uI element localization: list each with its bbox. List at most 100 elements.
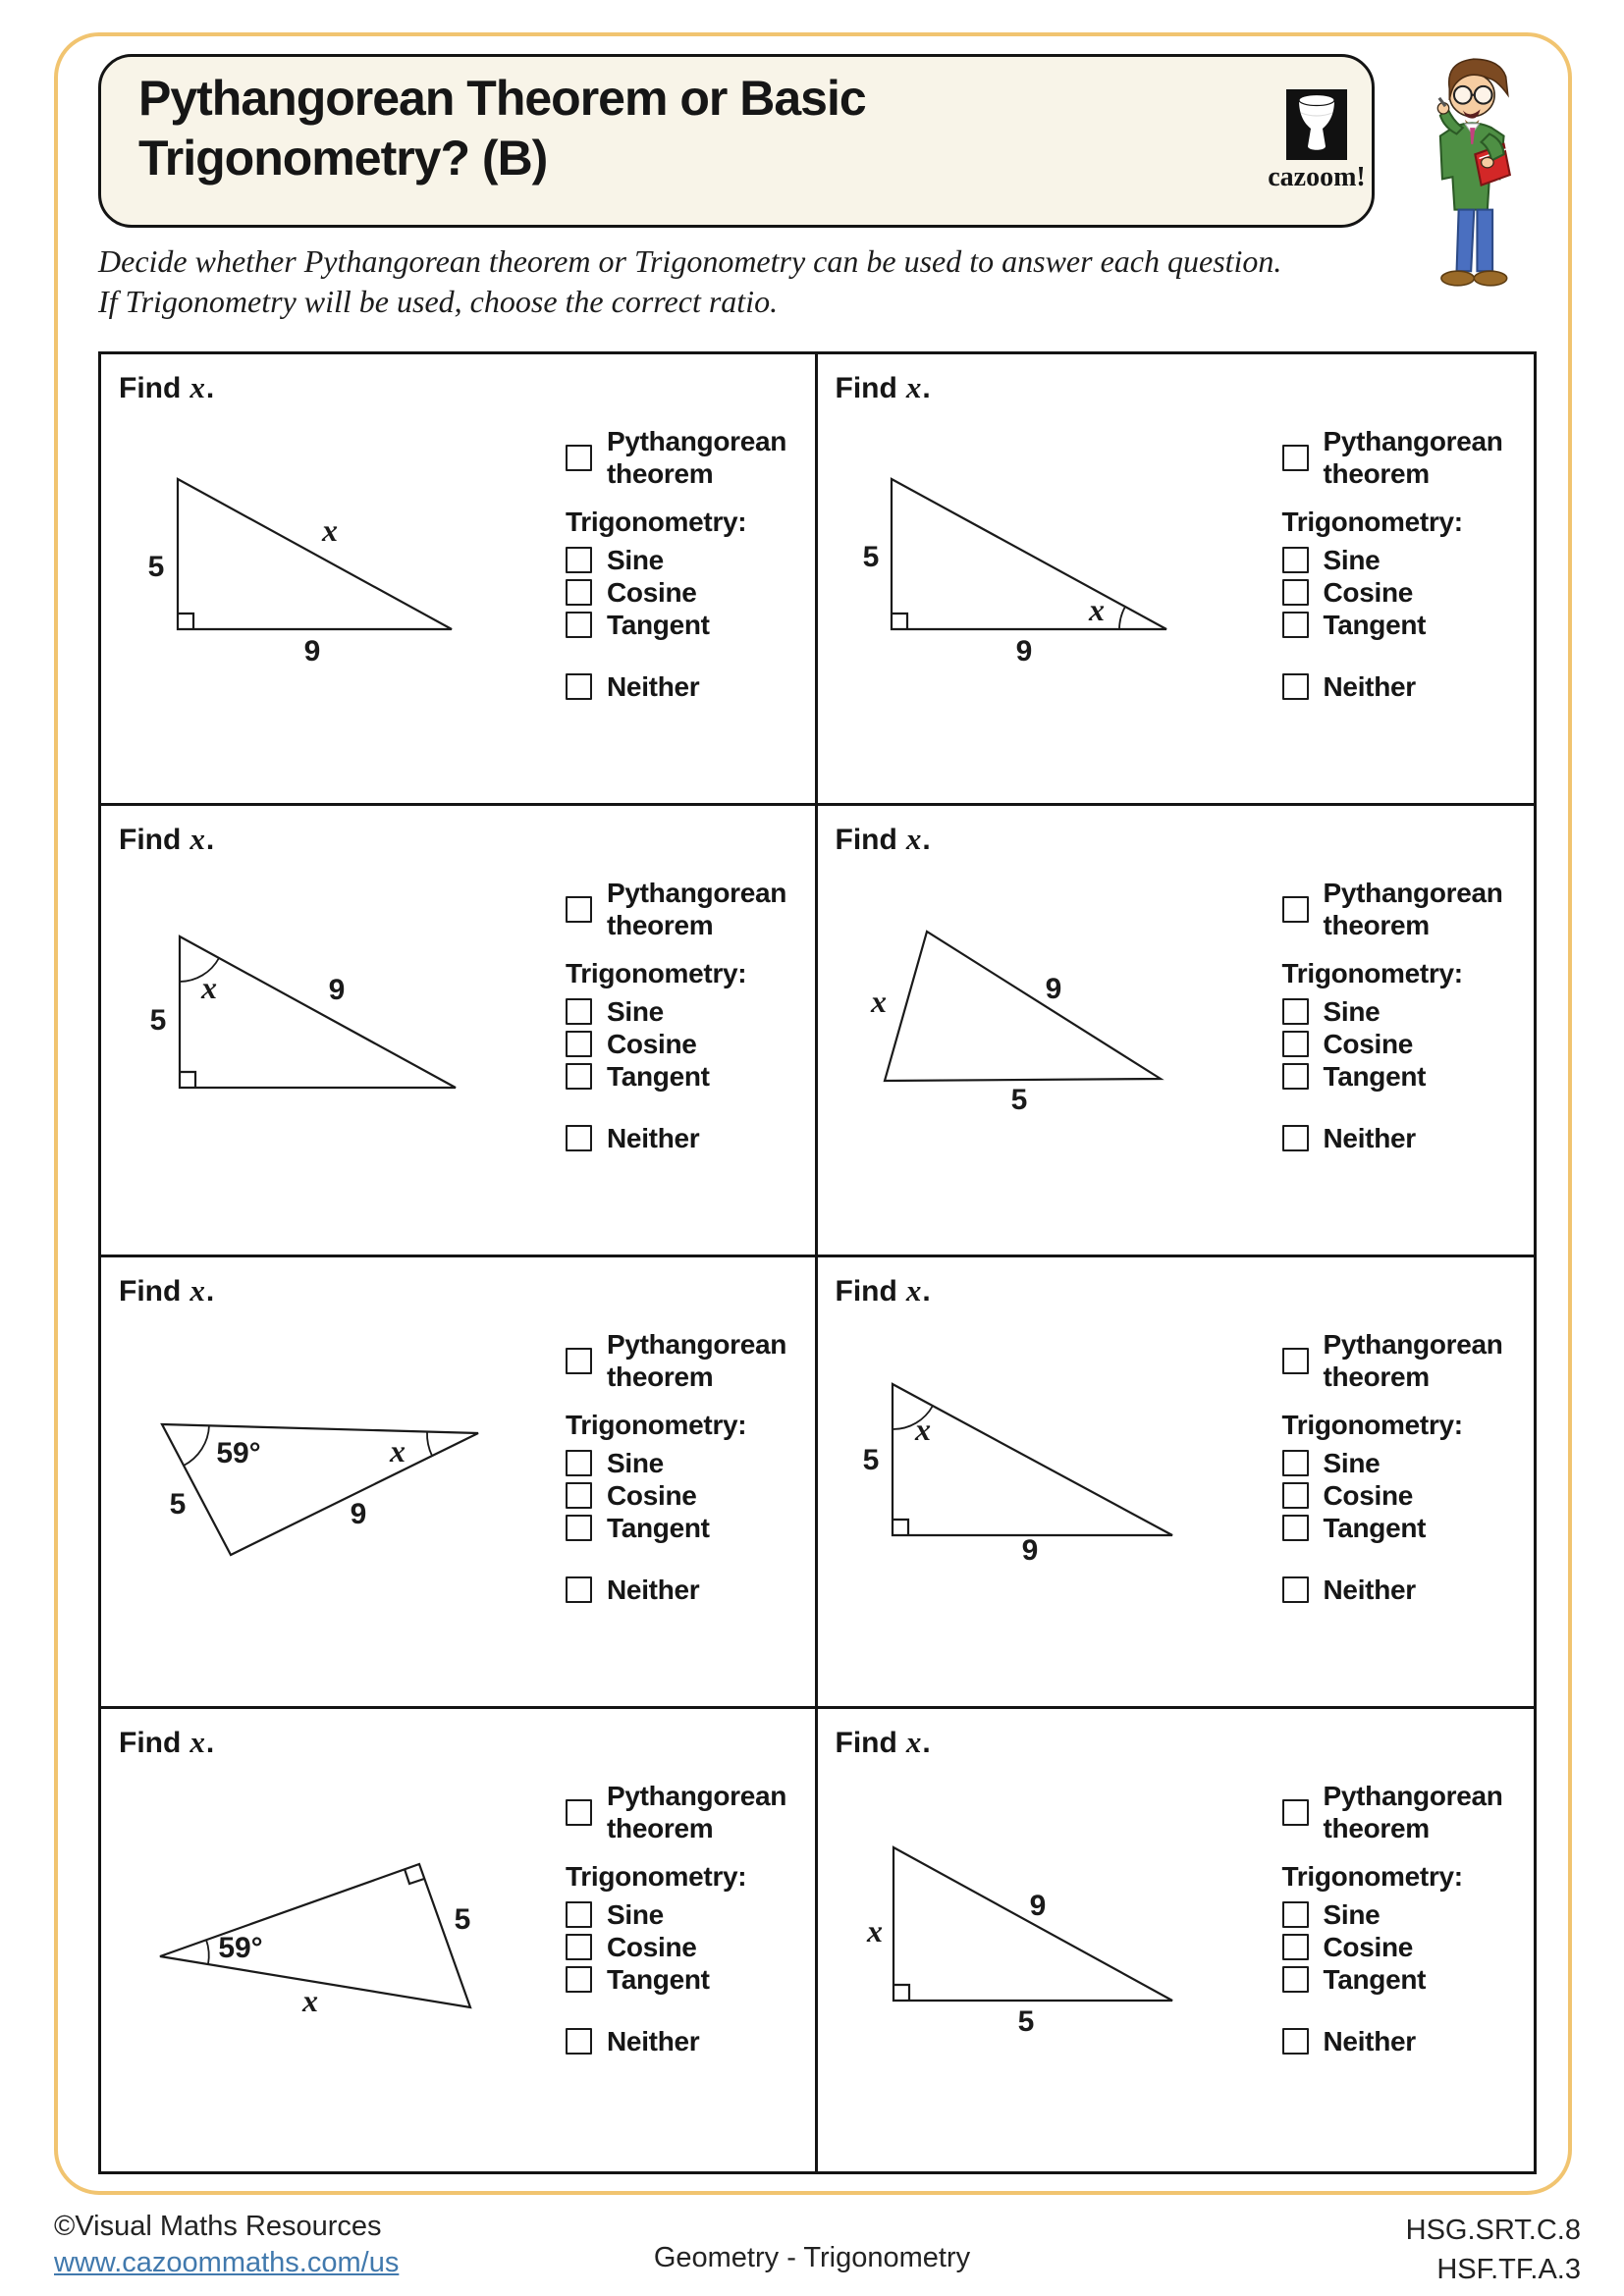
pythagorean-checkbox[interactable] xyxy=(566,444,592,471)
tangent-checkbox[interactable] xyxy=(1281,1515,1309,1541)
option-cosine[interactable]: Cosine xyxy=(566,1931,813,1963)
question-prompt: Find x. xyxy=(119,822,215,856)
footer-left: ©Visual Maths Resources www.cazoommaths.… xyxy=(54,2209,399,2281)
pythagorean-checkbox[interactable] xyxy=(566,1798,592,1826)
option-tangent[interactable]: Tangent xyxy=(1281,1963,1530,1996)
neither-checkbox[interactable] xyxy=(1281,673,1309,700)
side-label: 9 xyxy=(329,974,346,1006)
triangle-diagram: x 9 5 xyxy=(870,930,1164,1116)
question-7: Find x. 59° 5 x Pythangorean theorem Trig… xyxy=(101,1709,818,2171)
option-sine[interactable]: Sine xyxy=(566,1898,813,1931)
option-sine[interactable]: Sine xyxy=(1281,544,1530,576)
sine-checkbox[interactable] xyxy=(566,1450,592,1476)
tangent-checkbox[interactable] xyxy=(566,1966,592,1993)
question-prompt: Find x. xyxy=(119,1273,215,1308)
option-cosine[interactable]: Cosine xyxy=(1281,1479,1530,1512)
option-pythagorean[interactable]: Pythangorean theorem xyxy=(566,877,813,941)
cosine-checkbox[interactable] xyxy=(1281,1031,1309,1057)
cosine-checkbox[interactable] xyxy=(566,1482,592,1509)
question-2: Find x. 5 9 x Pythangorean theorem Trigon… xyxy=(817,354,1534,806)
option-tangent[interactable]: Tangent xyxy=(566,1060,813,1093)
option-cosine[interactable]: Cosine xyxy=(1281,576,1530,609)
side-label: 5 xyxy=(1010,1084,1027,1116)
option-tangent[interactable]: Tangent xyxy=(1281,609,1530,641)
neither-checkbox[interactable] xyxy=(566,1125,592,1151)
cosine-checkbox[interactable] xyxy=(566,1934,592,1960)
option-pythagorean[interactable]: Pythangorean theorem xyxy=(566,1780,813,1844)
tangent-checkbox[interactable] xyxy=(566,1063,592,1090)
option-cosine[interactable]: Cosine xyxy=(1281,1931,1530,1963)
triangle-diagram: 5 9 x xyxy=(148,477,453,667)
option-cosine[interactable]: Cosine xyxy=(566,1479,813,1512)
option-sine[interactable]: Sine xyxy=(566,995,813,1028)
option-neither[interactable]: Neither xyxy=(1281,1574,1530,1606)
option-sine[interactable]: Sine xyxy=(1281,995,1530,1028)
cosine-checkbox[interactable] xyxy=(1281,579,1309,606)
pythagorean-checkbox[interactable] xyxy=(1281,895,1309,923)
sine-checkbox[interactable] xyxy=(1281,1450,1309,1476)
neither-checkbox[interactable] xyxy=(1281,1125,1309,1151)
option-tangent[interactable]: Tangent xyxy=(566,609,813,641)
option-neither[interactable]: Neither xyxy=(1281,1122,1530,1154)
pythagorean-checkbox[interactable] xyxy=(1281,444,1309,471)
side-label: 5 xyxy=(862,541,879,573)
option-cosine[interactable]: Cosine xyxy=(566,576,813,609)
option-sine[interactable]: Sine xyxy=(566,1447,813,1479)
option-neither[interactable]: Neither xyxy=(1281,2025,1530,2057)
triangle-diagram: 59° x 5 9 xyxy=(160,1422,479,1557)
option-tangent[interactable]: Tangent xyxy=(1281,1512,1530,1544)
cosine-checkbox[interactable] xyxy=(566,1031,592,1057)
sine-checkbox[interactable] xyxy=(1281,547,1309,573)
page-title: Pythangorean Theorem or Basic Trigonomet… xyxy=(138,69,867,188)
variable-x: x xyxy=(905,1273,922,1308)
tangent-checkbox[interactable] xyxy=(566,1515,592,1541)
sine-checkbox[interactable] xyxy=(1281,998,1309,1025)
pythagorean-checkbox[interactable] xyxy=(566,895,592,923)
option-tangent[interactable]: Tangent xyxy=(566,1512,813,1544)
variable-x: x xyxy=(905,822,922,856)
option-pythagorean[interactable]: Pythangorean theorem xyxy=(1281,1328,1530,1393)
pythagorean-checkbox[interactable] xyxy=(566,1347,592,1374)
sine-checkbox[interactable] xyxy=(566,1901,592,1928)
option-neither[interactable]: Neither xyxy=(566,2025,813,2057)
option-pythagorean[interactable]: Pythangorean theorem xyxy=(566,425,813,490)
glasses-right-lens xyxy=(1473,84,1493,105)
trigonometry-heading: Trigonometry: xyxy=(1281,1861,1464,1892)
option-cosine[interactable]: Cosine xyxy=(566,1028,813,1060)
tangent-checkbox[interactable] xyxy=(566,612,592,638)
website-link[interactable]: www.cazoommaths.com/us xyxy=(54,2247,400,2278)
sine-checkbox[interactable] xyxy=(566,998,592,1025)
option-neither[interactable]: Neither xyxy=(566,1574,813,1606)
tangent-checkbox[interactable] xyxy=(1281,1966,1309,1993)
neither-checkbox[interactable] xyxy=(566,2028,592,2055)
neither-checkbox[interactable] xyxy=(566,1576,592,1603)
neither-checkbox[interactable] xyxy=(1281,1576,1309,1603)
option-neither[interactable]: Neither xyxy=(566,670,813,703)
option-pythagorean[interactable]: Pythangorean theorem xyxy=(1281,1780,1530,1844)
option-tangent[interactable]: Tangent xyxy=(1281,1060,1530,1093)
option-pythagorean[interactable]: Pythangorean theorem xyxy=(1281,425,1530,490)
option-sine[interactable]: Sine xyxy=(1281,1898,1530,1931)
tangent-checkbox[interactable] xyxy=(1281,612,1309,638)
cosine-checkbox[interactable] xyxy=(566,579,592,606)
option-neither[interactable]: Neither xyxy=(566,1122,813,1154)
neither-checkbox[interactable] xyxy=(566,673,592,700)
option-sine[interactable]: Sine xyxy=(566,544,813,576)
tangent-checkbox[interactable] xyxy=(1281,1063,1309,1090)
variable-x: x xyxy=(189,1273,205,1308)
option-sine[interactable]: Sine xyxy=(1281,1447,1530,1479)
option-pythagorean[interactable]: Pythangorean theorem xyxy=(1281,877,1530,941)
option-tangent[interactable]: Tangent xyxy=(566,1963,813,1996)
sine-checkbox[interactable] xyxy=(1281,1901,1309,1928)
option-pythagorean[interactable]: Pythangorean theorem xyxy=(566,1328,813,1393)
cosine-checkbox[interactable] xyxy=(1281,1934,1309,1960)
pythagorean-checkbox[interactable] xyxy=(1281,1347,1309,1374)
answer-options: Pythangorean theorem Trigonometry: Sine … xyxy=(1281,877,1530,1154)
pythagorean-checkbox[interactable] xyxy=(1281,1798,1309,1826)
neither-checkbox[interactable] xyxy=(1281,2028,1309,2055)
option-neither[interactable]: Neither xyxy=(1281,670,1530,703)
sine-checkbox[interactable] xyxy=(566,547,592,573)
option-cosine[interactable]: Cosine xyxy=(1281,1028,1530,1060)
cosine-checkbox[interactable] xyxy=(1281,1482,1309,1509)
